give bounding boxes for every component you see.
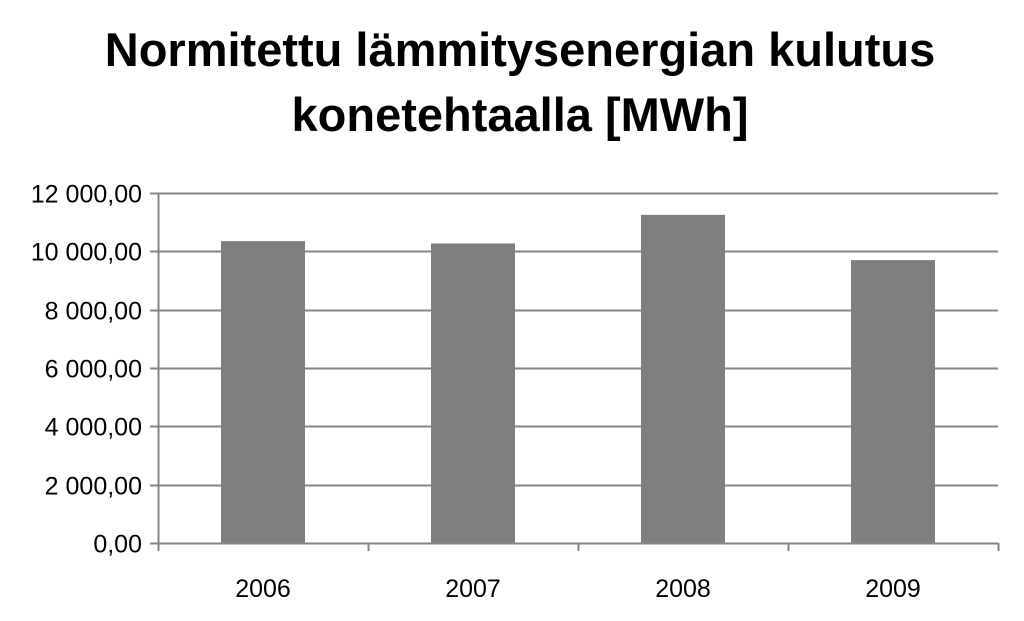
x-axis-tick-labels: 2006 2007 2008 2009 xyxy=(235,575,921,603)
axes xyxy=(150,192,1000,551)
y-tick-label: 0,00 xyxy=(93,531,142,559)
y-tick-label: 2 000,00 xyxy=(45,473,142,501)
x-tick-label: 2009 xyxy=(865,575,921,603)
bar-2008 xyxy=(641,214,725,543)
chart-title-line-1: Normitettu lämmitysenergian kulutus xyxy=(105,23,936,76)
y-tick-label: 4 000,00 xyxy=(45,414,142,442)
chart-title: Normitettu lämmitysenergian kulutus kone… xyxy=(105,23,936,141)
y-tick-label: 10 000,00 xyxy=(31,239,142,267)
bars xyxy=(221,214,935,544)
y-tick-label: 12 000,00 xyxy=(31,181,142,209)
bar-2009 xyxy=(851,260,935,543)
y-axis-tick-labels: 0,00 2 000,00 4 000,00 6 000,00 8 000,00 10 0… xyxy=(31,181,142,559)
y-tick-label: 8 000,00 xyxy=(45,298,142,326)
x-tick-label: 2007 xyxy=(445,575,501,603)
bar-2006 xyxy=(221,241,305,543)
bar-2007 xyxy=(431,243,515,544)
y-tick-label: 6 000,00 xyxy=(45,356,142,384)
x-tick-label: 2006 xyxy=(235,575,291,603)
chart-title-line-2: konetehtaalla [MWh] xyxy=(292,88,749,141)
x-tick-label: 2008 xyxy=(655,575,711,603)
